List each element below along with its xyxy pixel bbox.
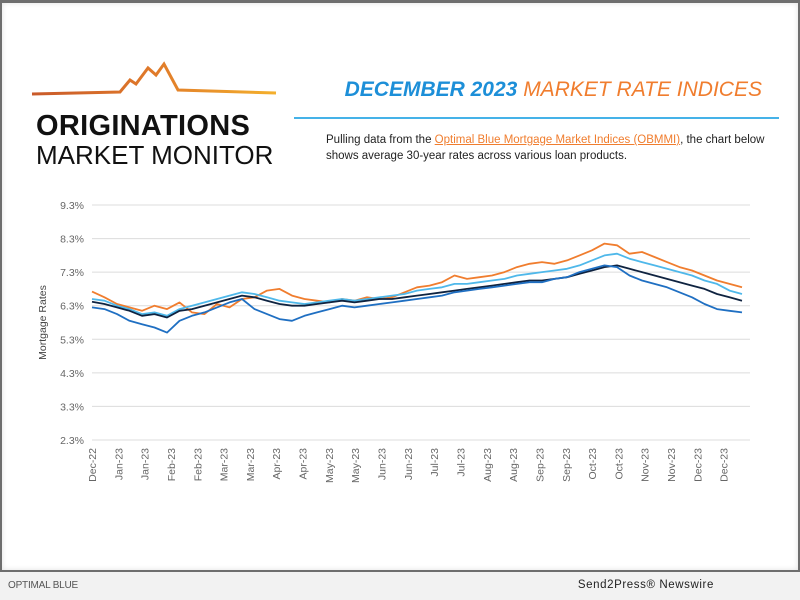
y-tick-label: 4.3% <box>60 368 84 380</box>
y-tick-label: 8.3% <box>60 234 84 246</box>
series-line-navy-series <box>91 264 743 319</box>
y-tick-label: 5.3% <box>60 334 84 346</box>
y-tick-label: 6.3% <box>60 301 84 313</box>
x-tick-label: Mar-23 <box>245 448 257 481</box>
footer-source: OPTIMAL BLUE <box>8 580 79 591</box>
x-tick-label: Dec-22 <box>87 448 99 482</box>
description-post: , the chart below shows average 30-year … <box>326 134 765 162</box>
x-tick-label: May-23 <box>350 448 362 483</box>
logo-line2: MARKET MONITOR <box>36 140 274 170</box>
headline-month: DECEMBER 2023 <box>344 78 518 101</box>
x-tick-label: Jul-23 <box>455 448 467 477</box>
x-tick-label: Jul-23 <box>429 448 441 477</box>
x-tick-label: Jun-23 <box>377 448 389 480</box>
logo-line1: ORIGINATIONS <box>36 110 251 142</box>
headline-subject: MARKET RATE INDICES <box>523 78 762 101</box>
x-tick-label: Jan-23 <box>113 448 125 480</box>
x-tick-label: Sep-23 <box>561 448 573 482</box>
x-tick-label: Feb-23 <box>166 448 178 481</box>
obmmi-link[interactable]: Optimal Blue Mortgage Market Indices (OB… <box>434 134 681 146</box>
originations-market-monitor-logo: ORIGINATIONS MARKET MONITOR <box>28 60 278 170</box>
x-tick-label: Jun-23 <box>403 448 415 480</box>
x-tick-label: Aug-23 <box>508 448 520 482</box>
description-pre: Pulling data from the <box>326 134 435 146</box>
y-tick-label: 7.3% <box>60 267 84 279</box>
x-tick-label: Dec-23 <box>719 448 731 482</box>
mortgage-rates-chart: 9.3% 8.3% 7.3% 6.3% 5.3% 4.3% 3.3% 2.3% Mortgage… <box>37 200 750 483</box>
series-line-light-blue-series <box>91 252 743 317</box>
series-line-orange-series <box>91 242 743 315</box>
footer-newswire: Send2Press® Newswire <box>577 579 714 591</box>
headline: DECEMBER 2023 MARKET RATE INDICES <box>342 78 762 102</box>
y-tick-label: 3.3% <box>60 401 84 413</box>
x-tick-label: Nov-23 <box>640 448 652 482</box>
x-tick-label: Oct-23 <box>587 448 599 480</box>
x-tick-label: Jan-23 <box>140 448 152 480</box>
x-tick-label: Mar-23 <box>219 448 231 481</box>
x-tick-label: Oct-23 <box>613 448 625 480</box>
series-line-blue-series <box>91 264 743 334</box>
x-tick-label: Feb-23 <box>192 448 204 481</box>
x-tick-label: Dec-23 <box>692 448 704 482</box>
content-frame <box>0 0 800 572</box>
y-tick-label: 2.3% <box>60 435 84 447</box>
y-axis-label: Mortgage Rates <box>37 285 49 360</box>
mountain-logo-icon <box>31 61 277 96</box>
x-tick-label: Nov-23 <box>666 448 678 482</box>
x-tick-label: Apr-23 <box>298 448 310 480</box>
x-tick-label: Aug-23 <box>482 448 494 482</box>
x-tick-label: May-23 <box>324 448 336 483</box>
y-tick-label: 9.3% <box>60 200 84 212</box>
x-tick-label: Apr-23 <box>271 448 283 480</box>
header-rule <box>294 117 779 119</box>
x-tick-label: Sep-23 <box>534 448 546 482</box>
description: Pulling data from the Optimal Blue Mortg… <box>326 132 766 164</box>
